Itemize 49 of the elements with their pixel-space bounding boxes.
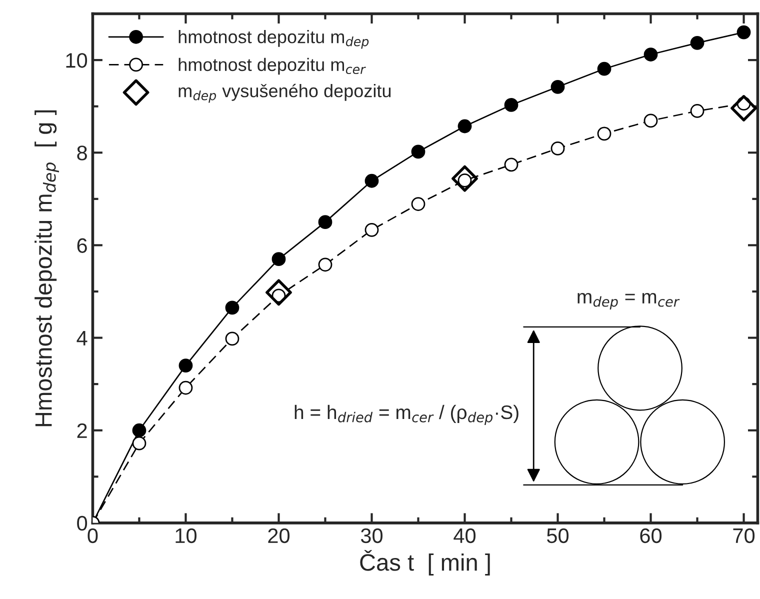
point [178,380,193,395]
point [597,126,612,141]
x-tick-label: 10 [176,528,196,544]
point [178,358,193,372]
y-axis-title: Hmostnost depozitu m$_{dep}$ [ g ] [34,110,59,426]
x-tick-label: 0 [88,528,98,544]
point [458,119,472,134]
point [690,104,704,118]
point [266,279,292,306]
legend-label: m$_{dep}$ vysušeného depozitu [178,84,391,103]
x-tick-label: 20 [268,528,290,544]
point [364,174,379,188]
x-tick-label: 30 [360,528,383,544]
legend-label: hmotnost depozitu m$_{cer}$ [178,58,366,75]
annotation: h = h$_{dried}$ = m$_{cer}$ / (ρ$_{dep}$·S) [294,404,518,425]
point [730,95,757,122]
point [364,222,379,237]
point [225,300,240,315]
point [225,332,240,346]
x-tick-label: 40 [454,528,476,544]
point [318,215,332,230]
point [272,252,286,266]
point [318,258,332,272]
point [132,436,146,450]
point [132,423,146,438]
point [644,48,658,62]
y-tick-label: 0 [77,516,88,531]
point [690,36,704,50]
x-tick-label: 50 [547,528,569,544]
y-tick-label: 8 [77,146,87,160]
point [452,165,478,192]
point [411,197,426,211]
point [411,144,426,159]
annotation: m$_{dep}$ = m$_{cer}$ [578,292,680,310]
point [550,80,565,94]
point [504,158,518,172]
point [597,62,612,76]
point [736,25,751,40]
point [504,98,518,112]
y-tick-label: 4 [76,331,88,346]
x-axis-title: Čas t [ min ] [360,550,490,576]
y-tick-label: 10 [66,53,88,68]
legend-label: hmotnost depozitu m$_{dep}$ [178,30,369,49]
x-tick-label: 70 [733,528,755,544]
point [550,142,565,156]
y-tick-label: 6 [77,238,87,253]
x-tick-label: 60 [640,528,662,544]
y-tick-label: 2 [77,423,87,438]
point [644,114,658,128]
